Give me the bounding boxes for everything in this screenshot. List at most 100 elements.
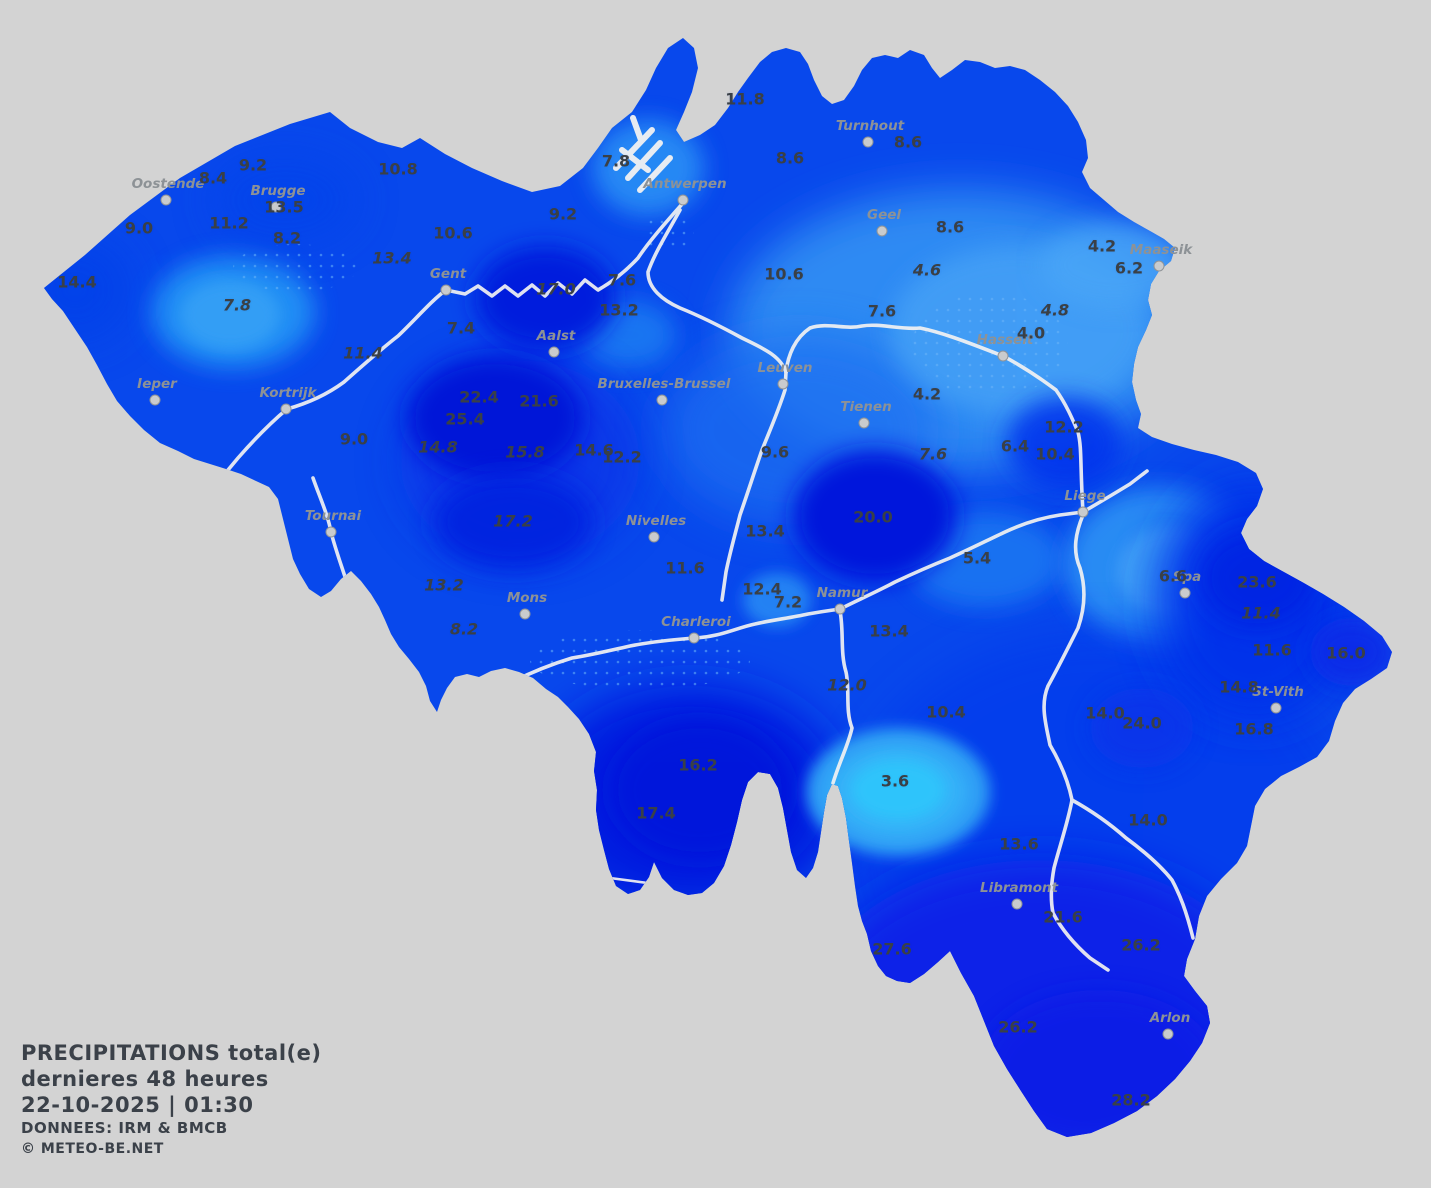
- rivers: [226, 201, 1195, 972]
- precip-value: 23.6: [1237, 572, 1277, 592]
- precip-value: 10.6: [433, 223, 473, 243]
- city-label: Oostende: [131, 176, 205, 192]
- city-label: Ieper: [137, 376, 177, 392]
- precip-value: 4.6: [912, 260, 942, 280]
- city-label: Spa: [1172, 569, 1202, 585]
- precip-value: 17.2: [493, 511, 533, 531]
- precip-value: 27.6: [872, 939, 912, 959]
- precip-value: 6.6: [1158, 566, 1188, 586]
- city-dot: [519, 608, 531, 620]
- precip-value: 12.4: [742, 579, 782, 599]
- precip-value: 4.0: [1016, 323, 1046, 343]
- precip-value: 13.4: [372, 248, 412, 268]
- precip-value: 17.4: [636, 803, 676, 823]
- precip-value: 4.2: [912, 384, 942, 404]
- city-dot: [656, 394, 668, 406]
- data-source: DONNEES: IRM & BMCB: [21, 1119, 228, 1137]
- city-dot: [149, 394, 161, 406]
- city-label: Namur: [816, 585, 868, 601]
- precip-value: 10.8: [378, 159, 418, 179]
- city-dot: [1162, 1028, 1174, 1040]
- precip-value: 12.2: [1044, 417, 1084, 437]
- precip-value: 28.2: [1111, 1090, 1151, 1110]
- city-label: Nivelles: [625, 513, 687, 529]
- precip-value: 13.4: [745, 521, 785, 541]
- precip-value: 21.6: [519, 391, 559, 411]
- city-dot: [1153, 260, 1165, 272]
- precip-value: 4.2: [1087, 236, 1117, 256]
- city-label: Antwerpen: [643, 176, 727, 192]
- city-dot: [834, 603, 846, 615]
- harbor-docks: [613, 115, 673, 193]
- map-title: PRECIPITATIONS total(e): [21, 1041, 322, 1065]
- precip-value: 7.2: [773, 592, 803, 612]
- city-label: Libramont: [979, 880, 1059, 896]
- city-label: Gent: [429, 266, 467, 282]
- precip-value: 10.4: [926, 702, 966, 722]
- city-dot: [677, 194, 689, 206]
- precip-value: 8.6: [893, 132, 923, 152]
- precip-value: 11.6: [1252, 640, 1292, 660]
- city-dot: [440, 284, 452, 296]
- precip-value: 7.8: [222, 295, 252, 315]
- precip-value: 8.6: [935, 217, 965, 237]
- precip-value: 7.6: [918, 444, 948, 464]
- precip-value: 26.2: [1121, 935, 1161, 955]
- precip-value: 11.2: [209, 213, 249, 233]
- city-label: St-Vith: [1252, 684, 1304, 700]
- city-label: Arlon: [1149, 1010, 1191, 1026]
- precip-value: 12.0: [827, 675, 867, 695]
- precip-value: 24.0: [1122, 713, 1162, 733]
- copyright: © METEO-BE.NET: [21, 1141, 164, 1157]
- precip-value: 13.4: [869, 621, 909, 641]
- precip-value: 11.4: [343, 343, 383, 363]
- precip-value: 6.2: [1114, 258, 1144, 278]
- precip-value: 14.0: [1128, 810, 1168, 830]
- precip-value: 21.6: [1043, 907, 1083, 927]
- city-label: Tournai: [304, 508, 362, 524]
- city-dot: [688, 632, 700, 644]
- precip-value: 6.4: [1000, 436, 1030, 456]
- precip-value: 14.8: [418, 437, 458, 457]
- precip-value: 9.2: [548, 204, 578, 224]
- precip-value: 11.6: [665, 558, 705, 578]
- city-label: Tienen: [840, 399, 892, 415]
- city-label: Geel: [866, 207, 902, 223]
- city-label: Turnhout: [835, 118, 905, 134]
- city-dot: [160, 194, 172, 206]
- precip-value: 5.4: [962, 548, 992, 568]
- precip-value: 26.2: [998, 1017, 1038, 1037]
- city-label: Aalst: [536, 328, 576, 344]
- city-dot: [876, 225, 888, 237]
- precip-value: 7.6: [607, 270, 637, 290]
- precip-value: 25.4: [445, 409, 485, 429]
- precip-value: 9.6: [760, 442, 790, 462]
- precip-value: 16.8: [1234, 719, 1274, 739]
- city-label: Leuven: [757, 360, 813, 376]
- city-label: Brugge: [250, 183, 306, 199]
- city-dot: [1011, 898, 1023, 910]
- precip-value: 7.8: [601, 151, 631, 171]
- precip-value: 8.2: [449, 619, 479, 639]
- city-dot: [1270, 702, 1282, 714]
- precip-value: 13.2: [599, 300, 639, 320]
- city-dot: [280, 403, 292, 415]
- precip-value: 7.6: [867, 301, 897, 321]
- map-datetime: 22-10-2025 | 01:30: [21, 1093, 254, 1117]
- precip-value: 8.4: [198, 168, 228, 188]
- precip-value: 20.0: [853, 507, 893, 527]
- precip-value: 13.5: [264, 197, 304, 217]
- precip-value: 3.6: [880, 771, 910, 791]
- precip-value: 12.2: [602, 447, 642, 467]
- city-dot: [648, 531, 660, 543]
- precip-value: 9.0: [124, 218, 154, 238]
- precip-value: 13.6: [999, 834, 1039, 854]
- city-dot: [270, 201, 282, 213]
- city-label: Mons: [506, 590, 548, 606]
- precip-value: 8.6: [775, 148, 805, 168]
- city-dot: [325, 526, 337, 538]
- city-dot: [997, 350, 1009, 362]
- precip-value: 17.0: [536, 279, 576, 299]
- precip-value: 15.8: [505, 442, 545, 462]
